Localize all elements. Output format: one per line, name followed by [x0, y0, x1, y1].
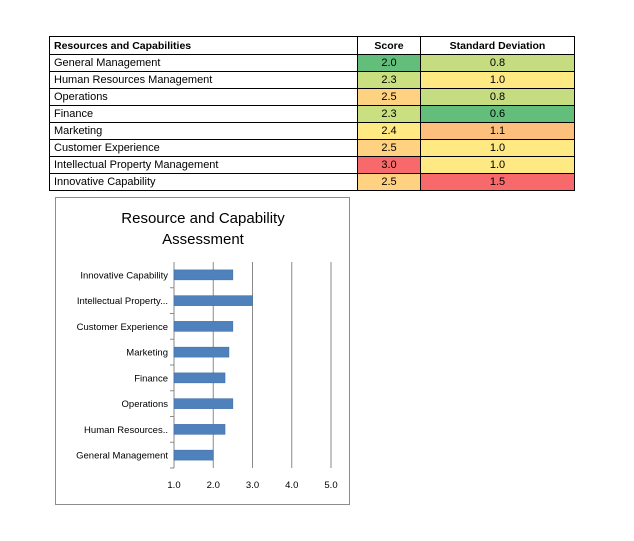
category-label: Human Resources..	[84, 425, 168, 436]
bar	[173, 321, 234, 332]
score-cell[interactable]: 2.5	[357, 88, 421, 106]
score-cell[interactable]: 2.3	[357, 71, 421, 89]
standard-deviation-cell[interactable]: 1.0	[420, 139, 575, 157]
table-header-row: Resources and Capabilities Score Standar…	[49, 36, 575, 55]
table-row: Operations 2.5 0.8	[49, 88, 575, 106]
resource-name-cell[interactable]: Marketing	[49, 122, 358, 140]
chart-title-line: Assessment	[162, 231, 245, 248]
standard-deviation-cell[interactable]: 1.5	[420, 173, 575, 191]
standard-deviation-cell[interactable]: 1.0	[420, 156, 575, 174]
bar	[173, 269, 234, 281]
bar	[173, 346, 230, 358]
resource-name-cell[interactable]: General Management	[49, 54, 358, 72]
table-row: Intellectual Property Management 3.0 1.0	[49, 156, 575, 174]
column-header-resources: Resources and Capabilities	[49, 36, 358, 55]
x-tick-label: 5.0	[324, 480, 337, 491]
chart-area[interactable]: Resource and Capability Assessment 1.0 2.0 3…	[55, 197, 350, 505]
x-tick-label: 2.0	[207, 480, 220, 491]
category-label: Intellectual Property...	[77, 296, 168, 307]
category-label: Customer Experience	[77, 322, 168, 333]
resource-name-cell[interactable]: Customer Experience	[49, 139, 358, 157]
score-cell[interactable]: 3.0	[357, 156, 421, 174]
x-tick-label: 3.0	[246, 480, 259, 491]
table-row: General Management 2.0 0.8	[49, 54, 575, 72]
bar	[173, 398, 234, 409]
bar	[173, 295, 253, 306]
table-row: Finance 2.3 0.6	[49, 105, 575, 123]
column-header-score: Score	[357, 36, 421, 55]
table-row: Customer Experience 2.5 1.0	[49, 139, 575, 157]
bar	[173, 449, 214, 461]
score-cell[interactable]: 2.0	[357, 54, 421, 72]
score-cell[interactable]: 2.5	[357, 139, 421, 157]
category-label: Innovative Capability	[80, 270, 168, 281]
category-label: General Management	[76, 451, 168, 462]
score-table: Resources and Capabilities Score Standar…	[49, 36, 575, 191]
column-header-standard-deviation: Standard Deviation	[420, 36, 575, 55]
resource-name-cell[interactable]: Intellectual Property Management	[49, 156, 358, 174]
resource-name-cell[interactable]: Human Resources Management	[49, 71, 358, 89]
resource-name-cell[interactable]: Innovative Capability	[49, 173, 358, 191]
x-tick-label: 4.0	[285, 480, 298, 491]
table-row: Human Resources Management 2.3 1.0	[49, 71, 575, 89]
resource-name-cell[interactable]: Operations	[49, 88, 358, 106]
table-row: Innovative Capability 2.5 1.5	[49, 173, 575, 191]
category-label: Finance	[134, 373, 168, 384]
x-tick-label: 1.0	[167, 480, 180, 491]
standard-deviation-cell[interactable]: 0.8	[420, 54, 575, 72]
chart-title-line: Resource and Capability	[121, 210, 285, 227]
standard-deviation-cell[interactable]: 1.0	[420, 71, 575, 89]
category-label: Operations	[122, 399, 169, 410]
table-row: Marketing 2.4 1.1	[49, 122, 575, 140]
score-cell[interactable]: 2.5	[357, 173, 421, 191]
category-label: Marketing	[126, 348, 168, 359]
score-cell[interactable]: 2.4	[357, 122, 421, 140]
score-cell[interactable]: 2.3	[357, 105, 421, 123]
bar-chart: Resource and Capability Assessment 1.0 2.0 3…	[76, 210, 338, 491]
standard-deviation-cell[interactable]: 0.6	[420, 105, 575, 123]
resource-name-cell[interactable]: Finance	[49, 105, 358, 123]
standard-deviation-cell[interactable]: 0.8	[420, 88, 575, 106]
standard-deviation-cell[interactable]: 1.1	[420, 122, 575, 140]
bar	[173, 424, 226, 435]
bar	[173, 372, 226, 384]
